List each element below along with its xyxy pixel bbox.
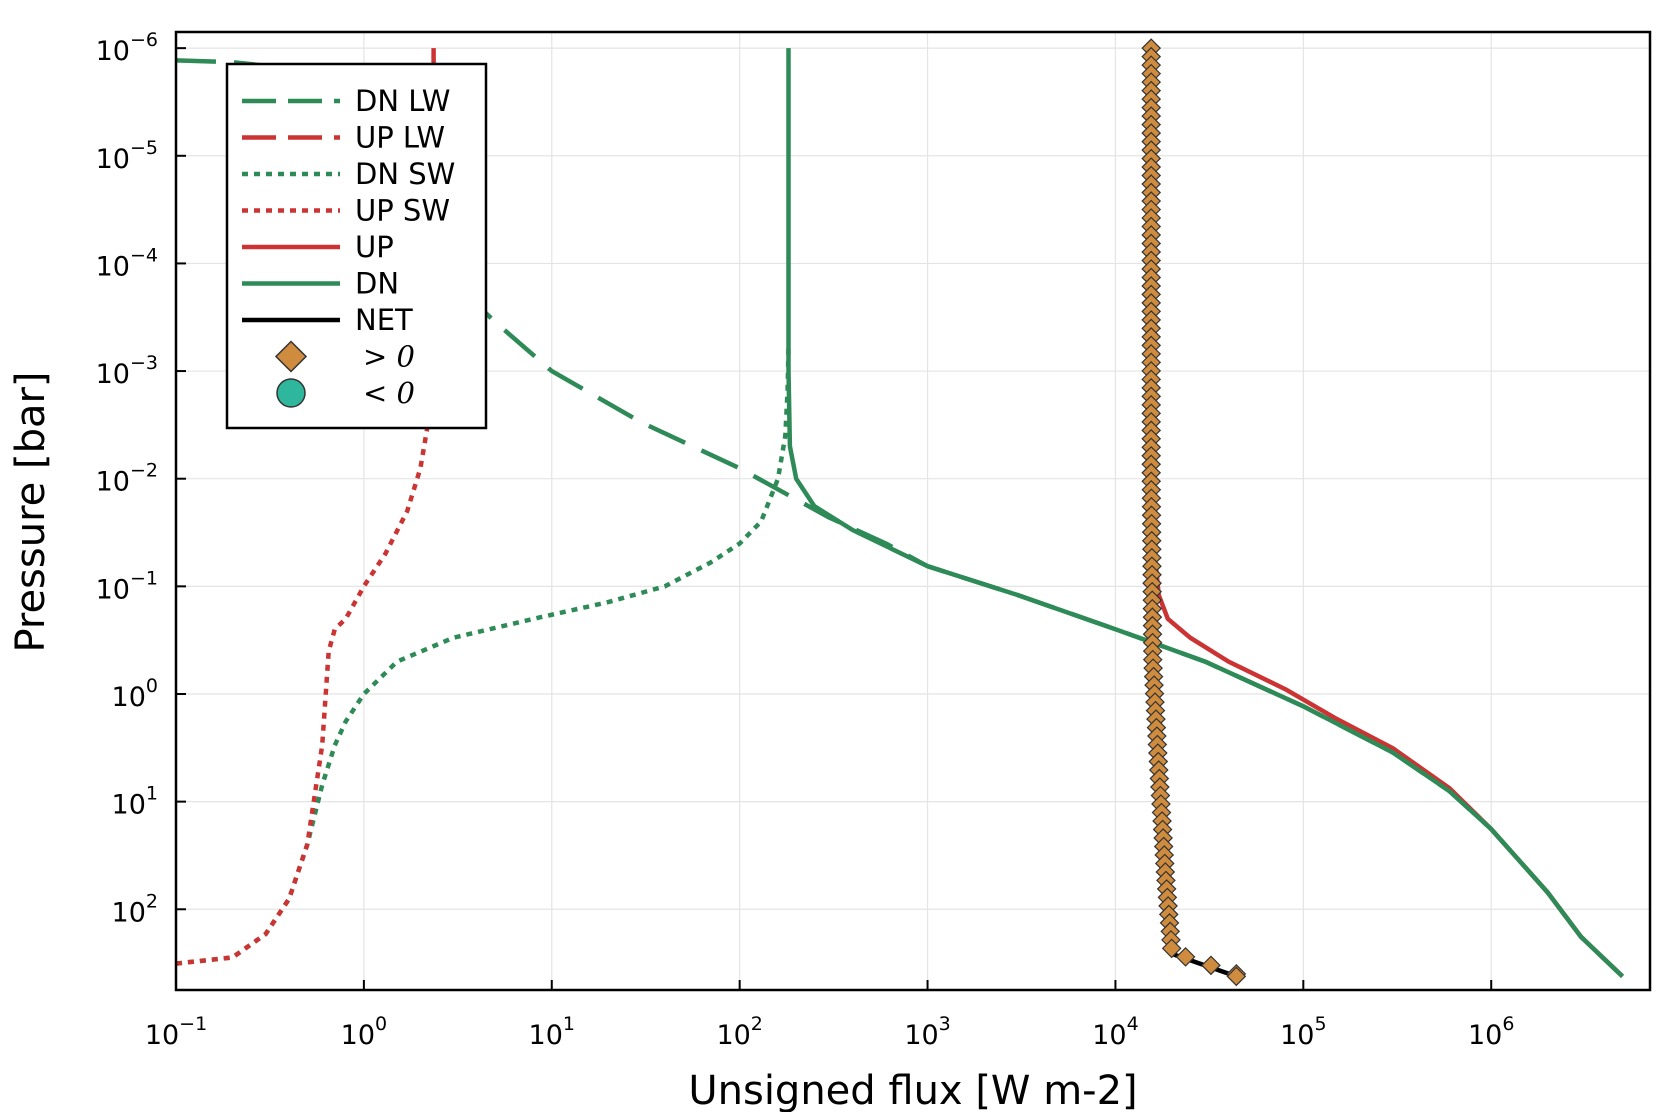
x-tick-base: 10: [904, 1020, 938, 1051]
y-tick-base: 10: [96, 467, 130, 498]
y-tick-label: 101: [112, 783, 158, 821]
y-tick-exponent: −5: [130, 137, 158, 159]
x-tick-base: 10: [1092, 1020, 1126, 1051]
y-tick-base: 10: [112, 790, 146, 821]
y-tick-base: 10: [96, 36, 130, 67]
y-tick-base: 10: [96, 144, 130, 175]
x-tick-base: 10: [1280, 1020, 1314, 1051]
x-tick-exponent: 4: [1127, 1013, 1139, 1035]
x-tick-exponent: 1: [563, 1013, 575, 1035]
y-tick-exponent: 1: [146, 783, 158, 805]
x-tick-label: 102: [716, 1013, 762, 1051]
marker-layer: [1141, 38, 1247, 987]
y-tick-exponent: −4: [130, 244, 158, 266]
positive-net-marker: [1161, 938, 1182, 959]
positive-net-marker: [1175, 947, 1196, 967]
legend-label: DN: [355, 267, 399, 301]
x-tick-label: 106: [1468, 1013, 1514, 1051]
y-tick-label: 10−3: [96, 352, 158, 390]
x-tick-label: 104: [1092, 1013, 1138, 1051]
series-line-dn: [786, 48, 1625, 979]
x-tick-base: 10: [716, 1020, 750, 1051]
y-tick-base: 10: [96, 574, 130, 605]
y-tick-label: 100: [112, 675, 158, 713]
y-tick-exponent: 0: [146, 675, 158, 697]
legend-label: < 0: [363, 376, 415, 410]
legend-label: > 0: [363, 340, 415, 374]
legend-label: DN LW: [355, 84, 450, 118]
x-axis-ticks: 10−1 100 101 102 103 104 105 106: [145, 980, 1514, 1051]
y-axis-title: Pressure [bar]: [8, 371, 54, 652]
positive-net-marker: [1201, 955, 1221, 976]
y-tick-base: 10: [112, 682, 146, 713]
x-tick-exponent: 3: [939, 1013, 951, 1035]
y-tick-label: 10−5: [96, 137, 158, 175]
x-tick-label: 100: [341, 1013, 387, 1051]
x-tick-label: 105: [1280, 1013, 1326, 1051]
x-tick-label: 101: [529, 1013, 575, 1051]
x-tick-exponent: 6: [1502, 1013, 1514, 1035]
y-tick-base: 10: [112, 897, 146, 928]
x-tick-exponent: 0: [375, 1013, 387, 1035]
x-tick-base: 10: [341, 1020, 375, 1051]
plot-frame: [174, 30, 1652, 992]
legend-label: UP LW: [355, 121, 445, 155]
x-tick-base: 10: [1468, 1020, 1502, 1051]
x-tick-base: 10: [529, 1020, 563, 1051]
legend-label: UP: [355, 230, 394, 264]
positive-net-marker: [1226, 966, 1247, 987]
x-tick-exponent: −1: [179, 1013, 207, 1035]
y-tick-label: 10−6: [96, 29, 158, 67]
legend-label: UP SW: [355, 194, 450, 228]
x-axis-title: Unsigned flux [W m-2]: [688, 1068, 1137, 1112]
y-tick-exponent: 2: [146, 890, 158, 912]
y-tick-label: 102: [112, 890, 158, 928]
y-tick-exponent: −6: [130, 29, 158, 51]
legend-circle-marker: [276, 378, 306, 408]
x-tick-base: 10: [145, 1020, 179, 1051]
x-tick-label: 10−1: [145, 1013, 207, 1051]
x-tick-exponent: 2: [751, 1013, 763, 1035]
y-tick-exponent: −3: [130, 352, 158, 374]
y-tick-label: 10−1: [96, 567, 158, 605]
series-line-up-sw: [176, 360, 436, 966]
legend-label: DN SW: [355, 157, 455, 191]
legend-diamond-marker: [274, 340, 308, 373]
y-tick-base: 10: [96, 251, 130, 282]
x-tick-label: 103: [904, 1013, 950, 1051]
y-tick-base: 10: [96, 359, 130, 390]
x-tick-exponent: 5: [1314, 1013, 1326, 1035]
y-tick-exponent: −1: [130, 567, 158, 589]
y-tick-exponent: −2: [130, 460, 158, 482]
y-tick-label: 10−2: [96, 460, 158, 498]
y-tick-label: 10−4: [96, 244, 158, 282]
legend-label: NET: [355, 303, 413, 337]
